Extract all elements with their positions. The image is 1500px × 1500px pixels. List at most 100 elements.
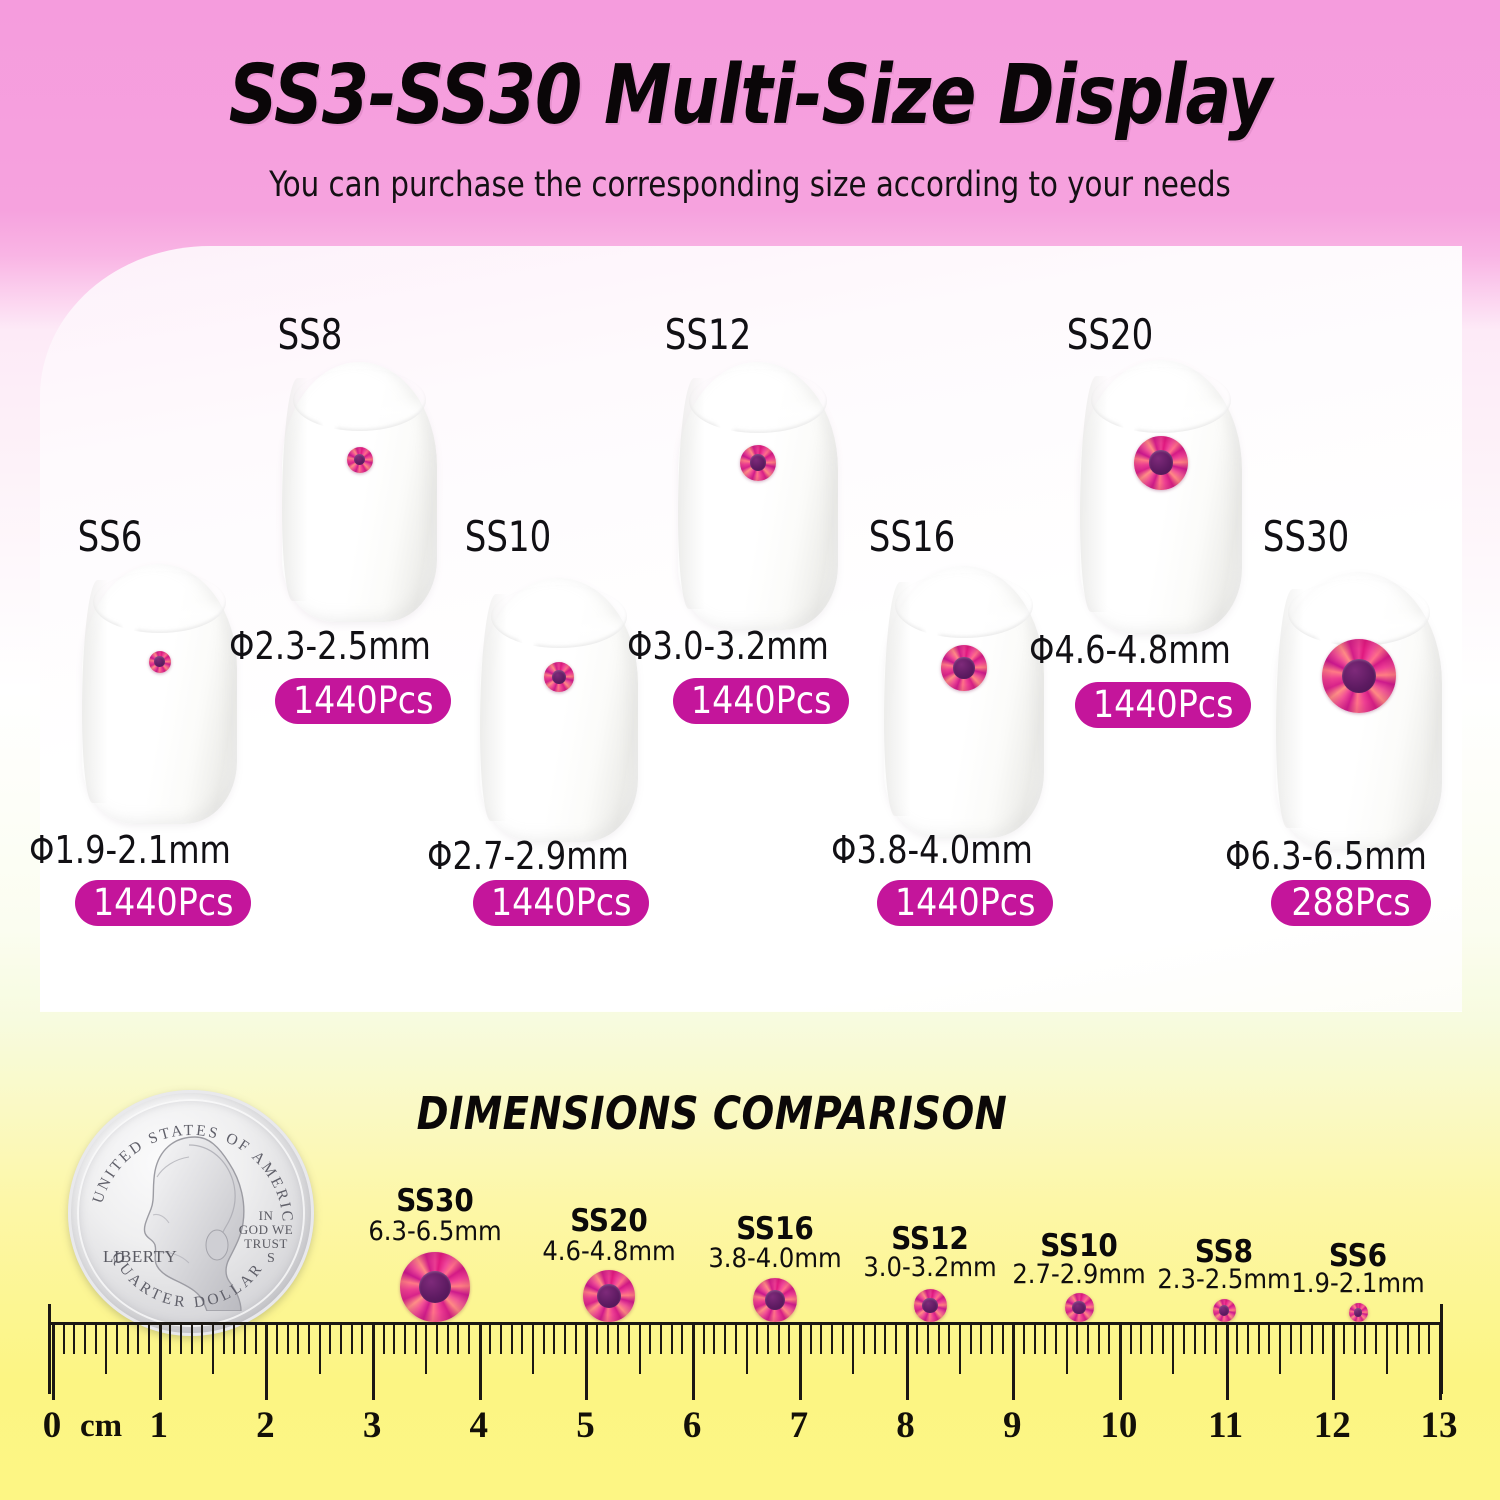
rhinestone-ss8	[346, 446, 373, 473]
ruler-tick-mm	[1214, 1322, 1217, 1354]
comparison-stone-ss20	[583, 1270, 635, 1322]
ruler-tick-mm	[94, 1322, 97, 1354]
tip-label-ss30: SS30	[1262, 512, 1350, 561]
comparison-diameter-ss10: 2.7-2.9mm	[1012, 1259, 1146, 1290]
comparison-label-ss30: SS30	[396, 1183, 474, 1219]
ruler-tick-cm	[905, 1322, 909, 1400]
ruler-tick-mm	[681, 1322, 684, 1354]
quantity-badge-ss16: 1440Pcs	[877, 880, 1054, 926]
ruler-tick-mm	[564, 1322, 567, 1354]
ruler-tick-mm	[916, 1322, 919, 1354]
ruler-tick-mm	[574, 1322, 577, 1354]
ruler-number-0: 0	[42, 1405, 62, 1446]
ruler-tick-mm	[1140, 1322, 1143, 1354]
tip-label-ss6: SS6	[77, 512, 143, 561]
ruler-tick-mm	[841, 1322, 844, 1354]
ruler-tick-mm	[1268, 1322, 1271, 1354]
ruler-tick-mm	[1353, 1322, 1356, 1354]
ruler-tick-cm	[265, 1322, 269, 1400]
ruler-tick-half	[105, 1322, 108, 1374]
ruler-tick-mm	[510, 1322, 513, 1354]
rhinestone-ss16	[941, 645, 987, 691]
ruler-tick-half	[638, 1322, 641, 1374]
ruler-tick-mm	[201, 1322, 204, 1354]
quantity-badge-ss6: 1440Pcs	[75, 880, 252, 926]
ruler-tick-mm	[436, 1322, 439, 1354]
tip-diameter-ss30: Φ6.3-6.5mm	[1225, 834, 1427, 878]
ruler-tick-mm	[1257, 1322, 1260, 1354]
coin-liberty-text: LIBERTY	[103, 1247, 178, 1266]
ruler-tick-mm	[382, 1322, 385, 1354]
ruler-tick-mm	[350, 1322, 353, 1354]
ruler-tick-mm	[766, 1322, 769, 1354]
ruler-tick-mm	[596, 1322, 599, 1354]
ruler-tick-mm	[297, 1322, 300, 1354]
ruler-tick-mm	[937, 1322, 940, 1354]
rhinestone-ss6	[148, 650, 171, 673]
ruler-tick-mm	[1044, 1322, 1047, 1354]
ruler-tick-mm	[820, 1322, 823, 1354]
nail-tip-ss10	[480, 578, 638, 842]
ruler-number-8: 8	[896, 1405, 915, 1446]
ruler-tick-mm	[1108, 1322, 1111, 1354]
ruler-tick-mm	[617, 1322, 620, 1354]
tip-label-ss20: SS20	[1066, 310, 1154, 359]
ruler-tick-mm	[244, 1322, 247, 1354]
nail-gloss-highlight	[1122, 407, 1136, 437]
comparison-label-ss6: SS6	[1328, 1238, 1388, 1274]
ruler-tick-half	[1385, 1322, 1388, 1374]
ruler-tick-mm	[404, 1322, 407, 1354]
ruler-tick-mm	[756, 1322, 759, 1354]
comparison-stone-ss30	[400, 1252, 470, 1322]
quantity-badge-ss20: 1440Pcs	[1075, 682, 1252, 728]
ruler-tick-mm	[628, 1322, 631, 1354]
coin-mint-mark: S	[267, 1251, 276, 1266]
ruler-tick-cm	[158, 1322, 162, 1400]
ruler-tick-mm	[1054, 1322, 1057, 1354]
comparison-diameter-ss20: 4.6-4.8mm	[542, 1236, 676, 1267]
ruler-number-2: 2	[256, 1405, 275, 1446]
ruler-tick-mm	[1396, 1322, 1399, 1354]
quantity-badge-ss30: 288Pcs	[1271, 880, 1431, 926]
ruler-tick-mm	[1022, 1322, 1025, 1354]
ruler-tick-mm	[222, 1322, 225, 1354]
ruler-tick-mm	[1300, 1322, 1303, 1354]
ruler-number-10: 10	[1100, 1405, 1138, 1446]
ruler-tick-mm	[1289, 1322, 1292, 1354]
nail-gloss-highlight	[1319, 620, 1333, 650]
ruler-tick-mm	[542, 1322, 545, 1354]
comparison-stone-ss6	[1348, 1303, 1368, 1322]
ruler: 0 1 2 3 4 5 6 7 8 9 10 11 12 13 cm	[43, 1304, 1458, 1452]
ruler-tick-mm	[1374, 1322, 1377, 1354]
tip-diameter-ss12: Φ3.0-3.2mm	[627, 624, 829, 668]
ruler-tick-mm	[276, 1322, 279, 1354]
rhinestone-ss20	[1134, 435, 1188, 490]
comparison-label-ss8: SS8	[1194, 1234, 1254, 1270]
ruler-tick-cm	[372, 1322, 376, 1400]
ruler-tick-mm	[980, 1322, 983, 1354]
ruler-tick-mm	[1204, 1322, 1207, 1354]
ruler-tick-mm	[894, 1322, 897, 1354]
ruler-number-9: 9	[1002, 1405, 1022, 1446]
coin-motto-line1: IN	[258, 1208, 274, 1223]
header-banner: SS3-SS30 Multi-Size Display You can purc…	[0, 0, 1500, 248]
ruler-tick-mm	[126, 1322, 129, 1354]
comparison-diameter-ss8: 2.3-2.5mm	[1157, 1264, 1291, 1295]
tip-diameter-ss8: Φ2.3-2.5mm	[229, 624, 431, 668]
ruler-tick-mm	[734, 1322, 737, 1354]
ruler-tick-cm	[1225, 1322, 1229, 1400]
comparison-diameter-ss16: 3.8-4.0mm	[708, 1243, 842, 1274]
comparison-label-ss20: SS20	[570, 1203, 648, 1239]
ruler-left-cap	[48, 1304, 51, 1394]
ruler-tick-mm	[468, 1322, 471, 1354]
coin-country-text: UNITED STATES OF AMERICA	[77, 1099, 296, 1224]
ruler-tick-mm	[1150, 1322, 1153, 1354]
nail-tip-ss6	[82, 564, 237, 824]
ruler-tick-cm	[798, 1322, 802, 1400]
ruler-number-7: 7	[789, 1405, 809, 1446]
tip-label-ss16: SS16	[868, 512, 956, 561]
tip-label-ss8: SS8	[277, 310, 343, 359]
ruler-tick-mm	[713, 1322, 716, 1354]
quantity-badge-ss8: 1440Pcs	[275, 678, 452, 724]
